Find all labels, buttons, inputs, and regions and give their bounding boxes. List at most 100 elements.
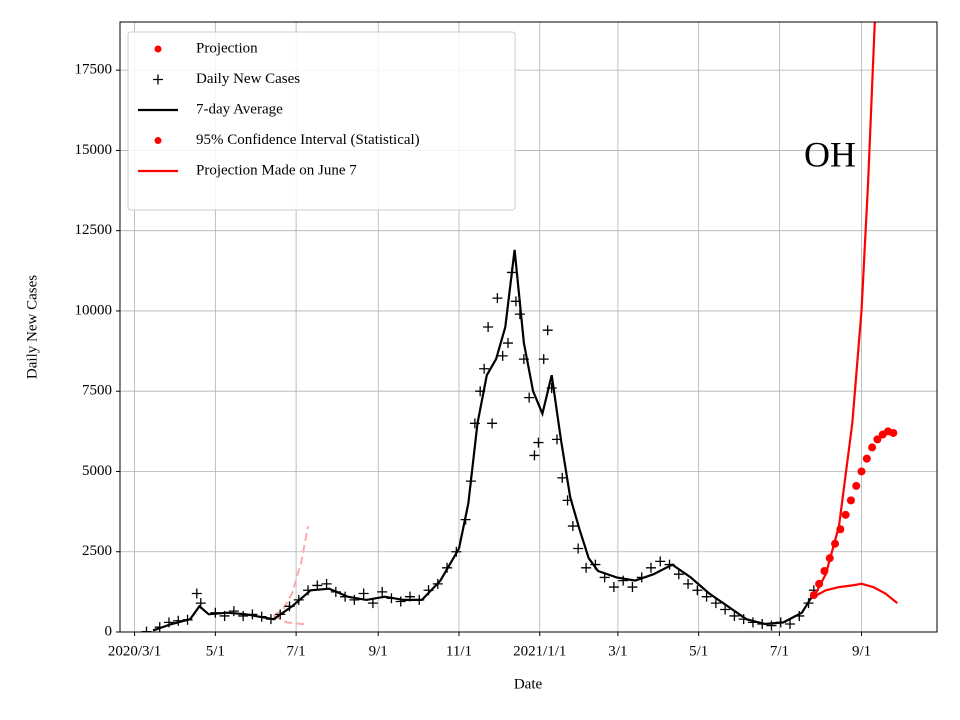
point bbox=[831, 539, 840, 548]
x-tick-label: 11/1 bbox=[446, 643, 472, 659]
legend-marker bbox=[153, 74, 163, 85]
point bbox=[846, 496, 855, 505]
point bbox=[852, 481, 861, 490]
point bbox=[367, 598, 378, 609]
axes-frame bbox=[119, 21, 938, 633]
y-tick-label: 17500 bbox=[75, 62, 113, 78]
point bbox=[395, 596, 406, 607]
point bbox=[836, 525, 845, 534]
point bbox=[510, 296, 521, 307]
point bbox=[542, 325, 553, 336]
point bbox=[673, 569, 684, 580]
point bbox=[228, 606, 239, 617]
point bbox=[785, 618, 796, 629]
point bbox=[599, 572, 610, 583]
point bbox=[487, 418, 498, 429]
annotation: OH bbox=[804, 134, 856, 174]
point bbox=[502, 338, 513, 349]
point bbox=[820, 567, 829, 575]
legend-label: Projection bbox=[196, 40, 258, 56]
point bbox=[386, 593, 397, 604]
point bbox=[655, 556, 666, 567]
point bbox=[636, 572, 647, 583]
point bbox=[664, 559, 675, 570]
point bbox=[340, 591, 351, 602]
legend-label: Projection Made on June 7 bbox=[196, 162, 357, 178]
x-tick-label: 5/1 bbox=[206, 643, 225, 659]
point bbox=[529, 450, 540, 461]
point bbox=[857, 467, 866, 476]
point bbox=[562, 495, 573, 506]
legend-label: Daily New Cases bbox=[196, 71, 300, 87]
point bbox=[465, 476, 476, 487]
point bbox=[506, 267, 517, 278]
legend-label: 95% Confidence Interval (Statistical) bbox=[196, 132, 420, 148]
legend-label: 7-day Average bbox=[196, 101, 283, 117]
y-axis-label: Daily New Cases bbox=[24, 275, 40, 379]
y-tick-label: 15000 bbox=[75, 142, 113, 158]
plot-area bbox=[141, 22, 898, 632]
point bbox=[163, 617, 174, 628]
point bbox=[404, 591, 415, 602]
point bbox=[738, 614, 749, 625]
point bbox=[154, 622, 165, 632]
point bbox=[524, 392, 535, 403]
point bbox=[442, 562, 453, 573]
point bbox=[275, 609, 286, 620]
point bbox=[618, 575, 629, 586]
point bbox=[627, 582, 638, 593]
point bbox=[590, 559, 601, 570]
point bbox=[191, 588, 202, 599]
y-tick-label: 10000 bbox=[75, 302, 113, 318]
point bbox=[284, 601, 295, 612]
point bbox=[581, 562, 592, 573]
x-tick-label: 9/1 bbox=[369, 643, 388, 659]
point bbox=[701, 591, 712, 602]
point bbox=[873, 435, 882, 444]
point bbox=[815, 579, 824, 588]
point bbox=[238, 610, 249, 621]
point bbox=[460, 514, 471, 525]
point bbox=[349, 594, 360, 605]
point bbox=[492, 293, 503, 304]
x-tick-label: 9/1 bbox=[852, 643, 871, 659]
point bbox=[518, 354, 529, 365]
point bbox=[432, 578, 443, 589]
point bbox=[757, 618, 768, 629]
point bbox=[729, 610, 740, 621]
point bbox=[475, 386, 486, 397]
point bbox=[321, 578, 332, 589]
point bbox=[210, 607, 221, 618]
point bbox=[809, 591, 818, 600]
point bbox=[195, 598, 206, 609]
point bbox=[825, 554, 834, 563]
point bbox=[557, 472, 568, 483]
x-tick-label: 7/1 bbox=[770, 643, 789, 659]
point bbox=[692, 585, 703, 596]
point bbox=[803, 598, 814, 609]
point bbox=[514, 309, 525, 320]
point bbox=[862, 454, 871, 463]
y-tick-label: 7500 bbox=[82, 383, 112, 399]
point bbox=[293, 594, 304, 605]
point bbox=[889, 428, 898, 437]
point bbox=[451, 546, 462, 557]
point bbox=[414, 594, 425, 605]
point bbox=[303, 585, 314, 596]
point bbox=[256, 611, 267, 622]
point bbox=[683, 578, 694, 589]
point bbox=[423, 585, 434, 596]
point bbox=[573, 543, 584, 554]
point bbox=[841, 510, 850, 519]
point bbox=[483, 322, 494, 332]
point bbox=[546, 383, 557, 393]
point bbox=[533, 437, 544, 448]
legend-box bbox=[127, 31, 516, 211]
point bbox=[567, 521, 578, 532]
y-tick-label: 2500 bbox=[82, 543, 112, 559]
x-tick-label: 2021/1/1 bbox=[513, 643, 566, 659]
point bbox=[247, 609, 258, 620]
point bbox=[265, 614, 276, 625]
point bbox=[608, 582, 619, 593]
